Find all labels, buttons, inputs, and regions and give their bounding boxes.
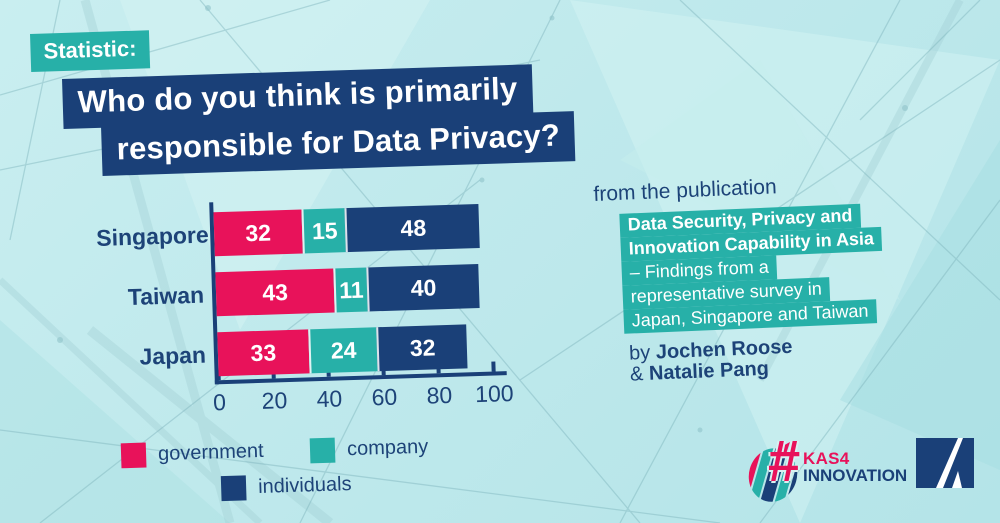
author-prefix: &: [629, 362, 650, 386]
legend-label: individuals: [257, 473, 352, 499]
bar-value-label: 43: [261, 278, 289, 306]
legend-item-individuals: individuals: [220, 472, 352, 502]
bar-segment-government: 33: [217, 329, 310, 377]
legend-item-government: government: [120, 439, 264, 469]
bar-segment-company: 11: [333, 267, 368, 313]
legend-swatch-company: [309, 437, 336, 464]
arrow-up-icon: [779, 442, 790, 454]
legend-item-company: company: [309, 435, 429, 464]
category-label-taiwan: Taiwan: [127, 281, 205, 311]
author-prefix: by: [628, 341, 657, 365]
bar-value-label: 40: [410, 273, 437, 301]
bar-segment-government: 32: [213, 209, 303, 257]
axis-tick: [491, 361, 496, 372]
legend-swatch-government: [120, 442, 147, 469]
bar-row-japan: 33 24 32: [217, 324, 468, 377]
bar-segment-government: 43: [215, 268, 335, 317]
legend-label: company: [346, 435, 429, 461]
kas4-wordmark: KAS4: [803, 449, 850, 468]
kicker-badge: Statistic:: [30, 30, 151, 72]
network-nodes: [57, 5, 908, 433]
bar-row-taiwan: 43 11 40: [215, 264, 480, 317]
category-label-japan: Japan: [139, 341, 207, 370]
legend-label: government: [157, 439, 264, 466]
hashtag-icon: #: [768, 429, 801, 494]
adenauer-foundation-logo: [916, 438, 974, 488]
bar-segment-individuals: 32: [375, 324, 468, 372]
bar-segment-individuals: 40: [365, 264, 480, 312]
bar-segment-individuals: 48: [344, 203, 481, 253]
bar-segment-company: 24: [307, 327, 378, 374]
axis-tick-label: 60: [371, 383, 398, 411]
kas4innovation-logo: # KAS4 INNOVATION: [746, 430, 918, 512]
axis-tick-label: 100: [474, 379, 514, 408]
bar-value-label: 32: [244, 218, 272, 246]
axis-tick-label: 80: [426, 381, 453, 409]
bar-row-singapore: 32 15 48: [213, 203, 481, 257]
axis-tick-label: 20: [261, 387, 288, 414]
bar-segment-company: 15: [301, 208, 347, 254]
publication-title: Data Security, Privacy and Innovation Cap…: [619, 201, 938, 334]
bar-value-label: 11: [338, 276, 364, 303]
publication-block: from the publication Data Security, Priv…: [592, 169, 940, 387]
stacked-bar-chart: 0 20 40 60 80 100 government company individual…: [95, 181, 645, 523]
legend-swatch-individuals: [220, 475, 247, 502]
axis-tick-label: 0: [212, 388, 227, 416]
category-label-singapore: Singapore: [95, 221, 210, 251]
axis-tick-label: 40: [316, 385, 343, 413]
bar-value-label: 15: [311, 216, 338, 244]
bar-value-label: 33: [250, 338, 277, 366]
kas4innovation-globe-icon: [748, 442, 802, 505]
innovation-wordmark: INNOVATION: [803, 466, 908, 485]
bar-value-label: 48: [400, 214, 427, 241]
bar-value-label: 32: [409, 333, 436, 361]
bar-value-label: 24: [330, 336, 357, 364]
